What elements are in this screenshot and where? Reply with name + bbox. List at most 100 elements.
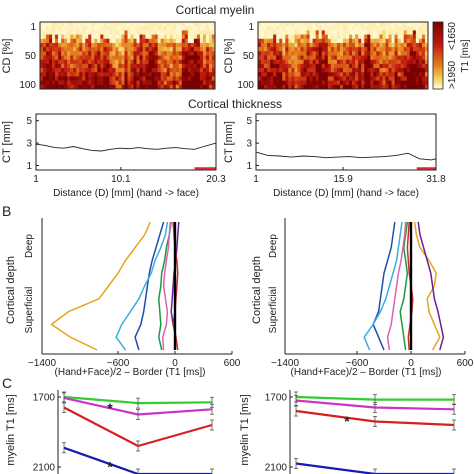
heatmap-cell: [70, 42, 74, 48]
heatmap-cell: [130, 76, 134, 81]
heatmap-cell: [190, 38, 195, 44]
heatmap-cell: [385, 55, 389, 60]
heatmap-cell: [181, 80, 186, 86]
heatmap-cell: [388, 80, 392, 86]
heatmap-cell: [181, 72, 186, 77]
heatmap-cell: [421, 76, 426, 81]
heatmap-cell: [58, 42, 62, 48]
heatmap-cell: [142, 30, 146, 35]
heatmap-cell: [100, 38, 104, 44]
heatmap-cell: [211, 63, 216, 69]
heatmap-cell: [288, 63, 292, 69]
heatmap-cell: [273, 76, 277, 81]
heatmap-cell: [118, 72, 122, 77]
heatmap-cell: [370, 80, 374, 86]
heatmap-cell: [208, 68, 213, 73]
heatmap-cell: [76, 55, 80, 60]
heatmap-cell: [136, 47, 140, 52]
heatmap-cell: [279, 72, 283, 77]
heatmap-cell: [118, 38, 122, 44]
heatmap-cell: [187, 26, 192, 31]
heatmap-cell: [388, 42, 392, 48]
heatmap-cell: [115, 34, 119, 40]
heatmap-cell: [276, 68, 280, 73]
heatmap-cell: [346, 38, 350, 44]
heatmap-cell: [118, 68, 122, 73]
heatmap-cell: [358, 84, 362, 90]
myelin-ylabel-left: CD [%]: [1, 39, 13, 74]
heatmap-cell: [264, 42, 268, 48]
heatmap-cell: [160, 72, 165, 77]
heatmap-cell: [327, 76, 332, 81]
heatmap-cell: [208, 47, 213, 52]
heatmap-cell: [148, 72, 152, 77]
heatmap-cell: [169, 51, 174, 56]
heatmap-cell: [187, 55, 192, 60]
heatmap-cell: [333, 76, 338, 81]
heatmap-cell: [391, 30, 395, 35]
heatmap-cell: [148, 42, 152, 48]
thickness-xtick-label: 15.9: [333, 174, 353, 185]
heatmap-cell: [61, 34, 65, 40]
heatmap-cell: [178, 42, 183, 48]
heatmap-cell: [148, 68, 152, 73]
heatmap-cell: [367, 63, 371, 69]
heatmap-cell: [367, 34, 371, 40]
heatmap-cell: [309, 72, 313, 77]
heatmap-cell: [133, 55, 137, 60]
heatmap-cell: [124, 42, 128, 48]
heatmap-cell: [124, 68, 128, 73]
heatmap-cell: [139, 30, 143, 35]
heatmap-cell: [261, 76, 265, 81]
heatmap-cell: [175, 38, 180, 44]
heatmap-cell: [211, 76, 216, 81]
heatmap-cell: [273, 51, 277, 56]
heatmap-cell: [352, 26, 356, 31]
heatmap-cell: [196, 84, 201, 90]
heatmap-cell: [288, 47, 292, 52]
heatmap-cell: [261, 80, 265, 86]
heatmap-cell: [49, 26, 53, 31]
heatmap-cell: [412, 34, 417, 40]
heatmap-cell: [151, 68, 155, 73]
heatmap-cell: [376, 59, 380, 65]
heatmap-cell: [208, 59, 213, 65]
heatmap-cell: [355, 68, 359, 73]
heatmap-cell: [303, 51, 307, 56]
heatmap-cell: [187, 80, 192, 86]
heatmap-cell: [130, 68, 134, 73]
heatmap-cell: [115, 51, 119, 56]
heatmap-cell: [382, 59, 386, 65]
heatmap-cell: [43, 80, 47, 86]
heatmap-cell: [300, 42, 304, 48]
heatmap-cell: [175, 26, 180, 31]
heatmap-cell: [82, 22, 86, 27]
heatmap-cell: [175, 30, 180, 35]
heatmap-cell: [388, 55, 392, 60]
heatmap-cell: [261, 22, 265, 27]
heatmap-cell: [394, 22, 398, 27]
heatmap-cell: [115, 63, 119, 69]
heatmap-cell: [361, 80, 365, 86]
heatmap-cell: [157, 38, 161, 44]
heatmap-cell: [178, 34, 183, 40]
heatmap-cell: [52, 30, 56, 35]
heatmap-cell: [349, 51, 353, 56]
thickness-xtick-label: 1: [253, 174, 259, 185]
heatmap-cell: [67, 38, 71, 44]
heatmap-cell: [315, 55, 320, 60]
heatmap-cell: [300, 30, 304, 35]
heatmap-cell: [349, 47, 353, 52]
heatmap-cell: [88, 84, 92, 90]
heatmap-cell: [336, 51, 341, 56]
heatmap-cell: [121, 38, 125, 44]
heatmap-cell: [282, 38, 286, 44]
heatmap-cell: [343, 72, 347, 77]
heatmap-cell: [175, 84, 180, 90]
heatmap-cell: [52, 80, 56, 86]
heatmap-cell: [333, 26, 338, 31]
heatmap-cell: [79, 51, 83, 56]
heatmap-cell: [415, 80, 420, 86]
heatmap-cell: [40, 72, 44, 77]
heatmap-cell: [364, 72, 368, 77]
